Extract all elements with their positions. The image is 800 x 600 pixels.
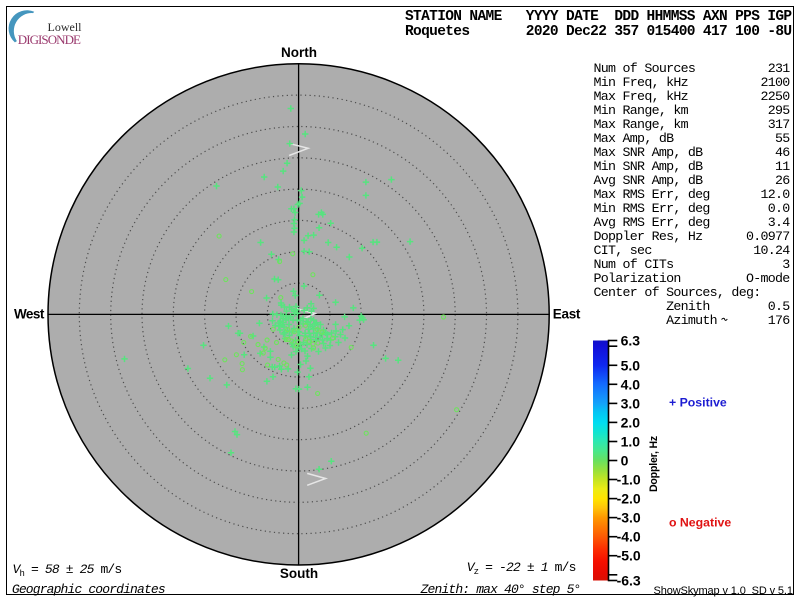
svg-text:0: 0 — [621, 453, 629, 469]
svg-text:2.0: 2.0 — [621, 414, 641, 430]
svg-text:1.0: 1.0 — [621, 434, 641, 450]
svg-text:South: South — [280, 566, 318, 581]
svg-text:-3.0: -3.0 — [617, 510, 641, 526]
svg-text:-2.0: -2.0 — [617, 491, 641, 507]
svg-text:3.0: 3.0 — [621, 395, 641, 411]
svg-text:North: North — [281, 45, 317, 60]
svg-text:West: West — [14, 307, 45, 322]
svg-text:-5.0: -5.0 — [617, 548, 641, 564]
svg-text:5.0: 5.0 — [621, 357, 641, 373]
svg-text:-6.3: -6.3 — [617, 573, 641, 589]
svg-text:-4.0: -4.0 — [617, 529, 641, 545]
svg-text:o Negative: o Negative — [669, 516, 731, 530]
svg-text:+ Positive: + Positive — [669, 396, 727, 410]
svg-text:East: East — [553, 307, 581, 322]
svg-text:Doppler, Hz: Doppler, Hz — [648, 436, 660, 492]
svg-text:4.0: 4.0 — [621, 376, 641, 392]
svg-text:6.3: 6.3 — [621, 333, 641, 349]
svg-text:-1.0: -1.0 — [617, 472, 641, 488]
